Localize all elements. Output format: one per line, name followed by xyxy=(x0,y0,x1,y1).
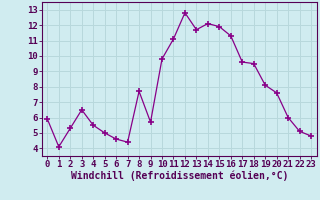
X-axis label: Windchill (Refroidissement éolien,°C): Windchill (Refroidissement éolien,°C) xyxy=(70,171,288,181)
